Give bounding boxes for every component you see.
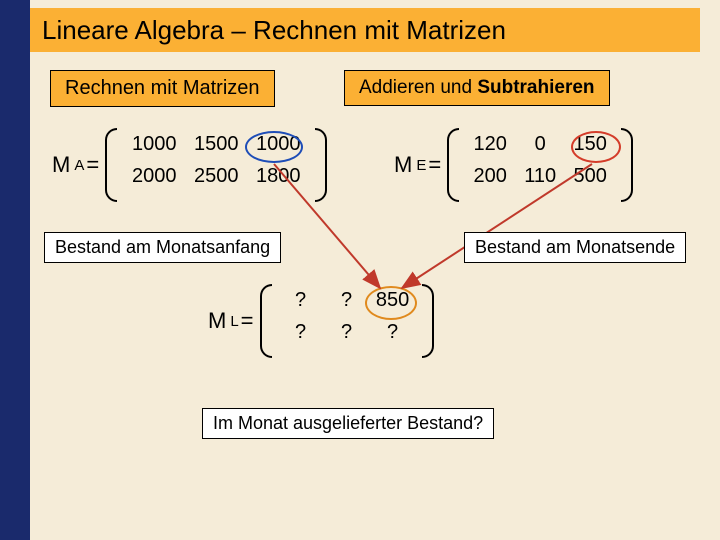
cell: 2500 [194,165,239,188]
matrix-A-name: M [52,152,70,178]
paren-right [422,284,434,358]
circle-highlight-A [245,131,303,163]
paren-left [105,128,117,202]
subtitle-right-prefix: Addieren und [359,77,477,98]
cell: ? [295,321,306,344]
cell: ? [341,289,352,312]
equals-sign: = [428,152,441,178]
circle-highlight-E [571,131,621,163]
label-frage: Im Monat ausgelieferter Bestand? [202,408,494,439]
label-monatsanfang: Bestand am Monatsanfang [44,232,281,263]
cell: ? [295,289,306,312]
paren-right [621,128,633,202]
cell: 120 [474,133,507,156]
page-title: Lineare Algebra – Rechnen mit Matrizen [30,8,700,52]
matrix-E-sub: E [416,157,426,174]
cell: 2000 [132,165,177,188]
label-text: Im Monat ausgelieferter Bestand? [213,413,483,433]
label-monatsende: Bestand am Monatsende [464,232,686,263]
label-text: Bestand am Monatsanfang [55,237,270,257]
circle-highlight-L [365,286,417,320]
matrix-E-name: M [394,152,412,178]
label-text: Bestand am Monatsende [475,237,675,257]
cell: 1800 [256,165,301,188]
page-title-text: Lineare Algebra – Rechnen mit Matrizen [42,15,506,46]
paren-left [447,128,459,202]
cell: 500 [574,165,607,188]
subtitle-box-left: Rechnen mit Matrizen [50,70,275,107]
subtitle-left-text: Rechnen mit Matrizen [65,77,260,99]
equals-sign: = [86,152,99,178]
cell: ? [387,321,398,344]
matrix-L-sub: L [230,313,238,330]
paren-left [260,284,272,358]
matrix-A-sub: A [74,157,84,174]
paren-right [315,128,327,202]
cell: 110 [524,165,556,188]
cell: 200 [474,165,507,188]
subtitle-right-bold: Subtrahieren [477,77,594,98]
cell: 1000 [132,133,177,156]
left-accent-bar [0,0,30,540]
cell: 1500 [194,133,239,156]
cell: 0 [535,133,546,156]
equals-sign: = [241,308,254,334]
subtitle-box-right: Addieren und Subtrahieren [344,70,610,106]
cell: ? [341,321,352,344]
matrix-L-name: M [208,308,226,334]
